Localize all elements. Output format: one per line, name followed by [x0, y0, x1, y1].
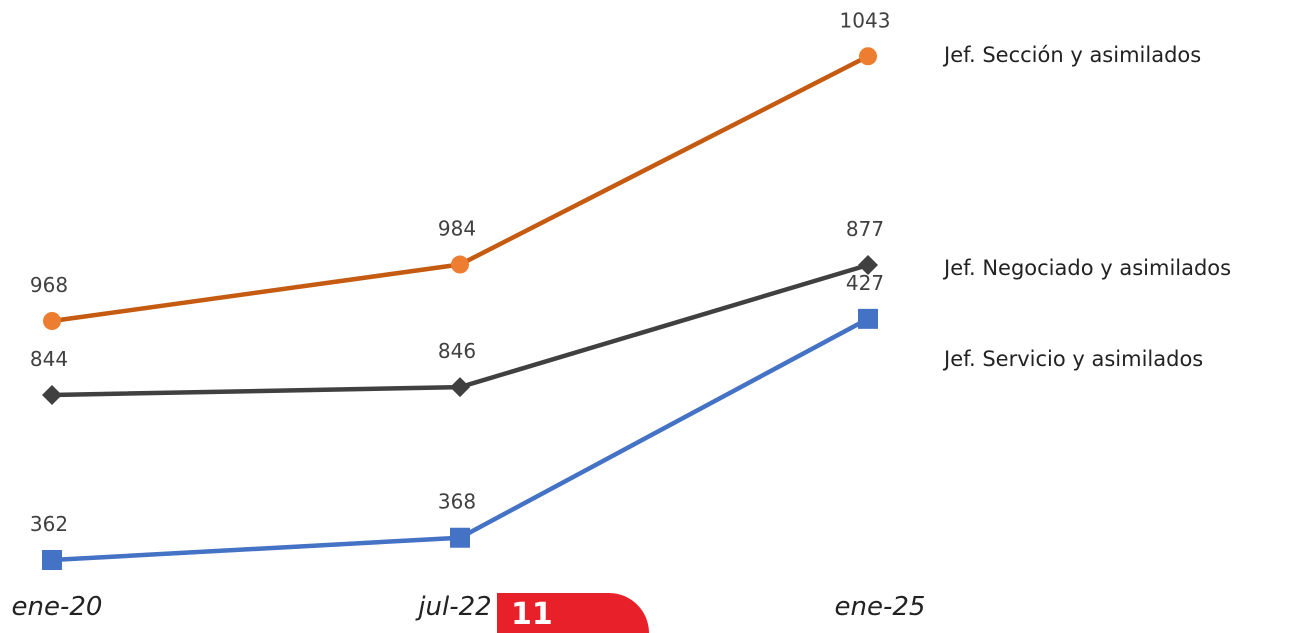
data-point-negociado	[42, 385, 62, 405]
data-label-servicio: 362	[30, 512, 68, 536]
x-tick-label: jul-22	[415, 592, 491, 621]
data-label-seccion: 968	[30, 273, 68, 297]
data-label-negociado: 844	[30, 347, 68, 371]
x-tick-label: ene-25	[835, 592, 926, 621]
data-point-negociado	[858, 254, 878, 275]
series-line-negociado	[51, 262, 869, 398]
series-name-servicio: Jef. Servicio y asimilados	[942, 347, 1203, 371]
data-label-negociado: 877	[846, 217, 884, 241]
data-label-servicio: 427	[846, 271, 884, 295]
x-tick-label: ene-20	[12, 592, 103, 621]
data-point-seccion	[451, 255, 469, 274]
data-point-servicio	[42, 550, 62, 570]
logo-mark: 11	[497, 593, 649, 633]
data-label-servicio: 368	[438, 490, 476, 514]
data-label-negociado: 846	[438, 339, 476, 363]
series-name-seccion: Jef. Sección y asimilados	[942, 43, 1201, 67]
series-line-seccion	[51, 54, 870, 324]
data-label-seccion: 1043	[840, 8, 891, 32]
data-point-seccion	[859, 47, 877, 66]
series-name-negociado: Jef. Negociado y asimilados	[942, 256, 1231, 280]
data-point-servicio	[450, 527, 470, 548]
data-label-seccion: 984	[438, 217, 476, 241]
data-point-servicio	[858, 308, 878, 329]
data-point-seccion	[43, 312, 61, 330]
data-point-negociado	[450, 377, 470, 398]
